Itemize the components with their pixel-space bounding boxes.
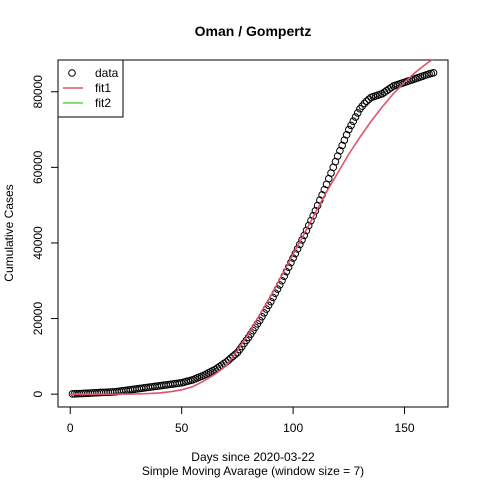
data-point: [302, 226, 311, 235]
y-tick-label: 80000: [31, 75, 45, 109]
y-tick-label: 40000: [31, 226, 45, 260]
chart-title: Oman / Gompertz: [195, 23, 312, 39]
subtitle: Simple Moving Avarage (window size = 7): [142, 464, 364, 478]
legend-symbol: [68, 69, 76, 77]
data-point: [358, 102, 367, 110]
legend-label: fit1: [95, 81, 111, 95]
data-point: [387, 83, 395, 92]
x-tick-label: 50: [175, 421, 189, 435]
x-tick-label: 150: [395, 421, 415, 435]
data-point: [351, 113, 360, 121]
data-point: [429, 69, 438, 77]
legend-label: data: [95, 66, 119, 80]
data-point: [304, 221, 313, 230]
data-point: [365, 95, 373, 104]
y-axis-label: Cumulative Cases: [2, 184, 16, 281]
y-tick-label: 0: [31, 390, 45, 397]
data-point: [347, 121, 355, 130]
data-point: [226, 354, 235, 363]
data-point: [307, 216, 315, 225]
plot-box: [57, 59, 449, 408]
x-tick-label: 0: [67, 421, 74, 435]
x-axis-label: Days since 2020-03-22: [191, 450, 315, 464]
y-tick-label: 60000: [31, 150, 45, 184]
data-point: [362, 97, 371, 106]
plot-area: [68, 60, 438, 398]
legend-label: fit2: [95, 96, 111, 110]
data-point: [345, 125, 353, 134]
data-point: [360, 99, 369, 108]
data-point: [309, 211, 317, 220]
data-point: [353, 109, 362, 117]
fit-line: [70, 60, 434, 395]
data-point: [356, 104, 364, 113]
x-tick-label: 100: [283, 421, 303, 435]
data-point: [349, 117, 358, 126]
y-tick-label: 20000: [31, 302, 45, 336]
data-point: [229, 352, 237, 361]
data-point: [231, 350, 239, 359]
